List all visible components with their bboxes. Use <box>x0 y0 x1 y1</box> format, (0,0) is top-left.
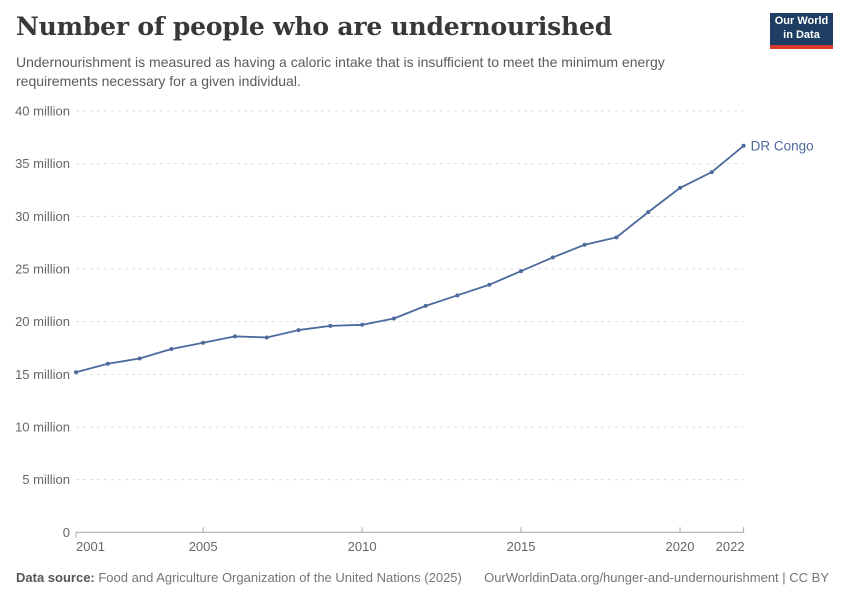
y-tick-label: 0 <box>63 525 70 540</box>
owid-logo[interactable]: Our World in Data <box>770 13 833 49</box>
data-point[interactable] <box>232 334 237 339</box>
y-tick-label: 5 million <box>22 472 70 487</box>
owid-link[interactable]: OurWorldinData.org/hunger-and-undernouri… <box>484 570 829 585</box>
owid-logo-line1: Our World <box>774 15 829 28</box>
y-tick-label: 10 million <box>15 419 70 434</box>
y-tick-label: 20 million <box>15 314 70 329</box>
data-point[interactable] <box>391 316 396 321</box>
data-point[interactable] <box>264 335 269 340</box>
data-point[interactable] <box>646 210 651 215</box>
x-tick-label: 2022 <box>716 539 745 554</box>
data-point[interactable] <box>741 143 746 148</box>
data-point[interactable] <box>678 185 683 190</box>
data-point[interactable] <box>487 282 492 287</box>
y-tick-label: 40 million <box>15 104 70 119</box>
data-point[interactable] <box>550 255 555 260</box>
data-point[interactable] <box>614 235 619 240</box>
x-tick-label: 2005 <box>189 539 218 554</box>
owid-logo-line2: in Data <box>783 29 820 41</box>
data-point[interactable] <box>328 323 333 328</box>
page-title: Number of people who are undernourished <box>16 12 613 41</box>
data-source-text: Food and Agriculture Organization of the… <box>94 570 462 585</box>
chart-subtitle: Undernourishment is measured as having a… <box>16 54 665 89</box>
data-point[interactable] <box>74 370 78 375</box>
y-tick-label: 15 million <box>15 367 70 382</box>
data-point[interactable] <box>582 242 587 247</box>
data-point[interactable] <box>169 347 174 352</box>
x-tick-label: 2020 <box>666 539 695 554</box>
x-tick-label: 2010 <box>348 539 377 554</box>
data-point[interactable] <box>201 340 206 345</box>
data-point[interactable] <box>360 322 365 327</box>
series-line[interactable] <box>75 145 745 374</box>
data-source-label: Data source: <box>16 570 95 585</box>
data-point[interactable] <box>105 361 110 366</box>
x-tick-label: 2001 <box>76 539 105 554</box>
data-point[interactable] <box>709 170 714 175</box>
x-tick-label: 2015 <box>507 539 536 554</box>
data-source-note: Data source: Food and Agriculture Organi… <box>16 570 462 585</box>
data-point[interactable] <box>519 269 524 274</box>
y-tick-label: 30 million <box>15 209 70 224</box>
chart-footer: Data source: Food and Agriculture Organi… <box>0 570 850 592</box>
y-tick-label: 35 million <box>15 156 70 171</box>
data-point[interactable] <box>296 328 301 333</box>
data-point[interactable] <box>137 356 142 361</box>
y-tick-label: 25 million <box>15 261 70 276</box>
series-end-label[interactable]: DR Congo <box>751 138 814 153</box>
data-point[interactable] <box>455 293 460 298</box>
data-point[interactable] <box>423 303 428 308</box>
